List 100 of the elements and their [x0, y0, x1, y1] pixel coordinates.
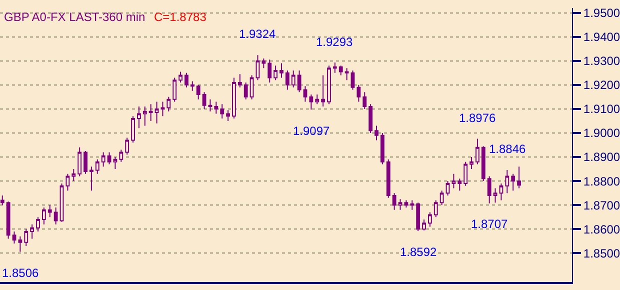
candlestick	[137, 106, 141, 129]
candlestick	[166, 96, 171, 112]
candlestick	[125, 137, 130, 156]
candlestick	[404, 200, 408, 208]
candlestick	[434, 200, 438, 218]
y-tick-label: 1.8600	[583, 222, 620, 236]
y-tick-label: 1.8900	[583, 150, 620, 164]
candlestick	[18, 236, 22, 252]
candlestick	[202, 92, 206, 110]
y-tick-label: 1.9400	[583, 30, 620, 44]
annotation: 1.8707	[471, 217, 508, 231]
candlestick	[428, 212, 432, 228]
candlestick	[338, 65, 343, 76]
candlestick	[368, 104, 373, 134]
candlestick	[244, 82, 248, 100]
y-tick-label: 1.9100	[583, 102, 620, 116]
candlestick	[154, 101, 159, 124]
candlestick	[72, 168, 76, 182]
candlestick	[66, 173, 70, 192]
annotation: 1.8846	[489, 142, 526, 156]
candlestick	[95, 158, 100, 174]
candlestick	[6, 200, 10, 240]
annotation: 1.9293	[316, 35, 354, 49]
candlestick	[268, 59, 272, 84]
candlestick	[54, 206, 58, 225]
candlestick	[178, 71, 182, 84]
candlestick	[398, 198, 402, 210]
candlestick	[256, 54, 260, 81]
candlestick	[214, 101, 218, 114]
candlestick	[12, 231, 16, 244]
chart-subtitle: C=1.8783	[154, 10, 207, 24]
candlestick	[386, 158, 390, 198]
candlestick	[208, 98, 212, 112]
candlestick	[107, 152, 112, 165]
candlestick	[30, 224, 34, 240]
candlestick	[487, 176, 492, 204]
candlestick	[309, 94, 314, 110]
candlestick	[190, 80, 194, 92]
candlestick	[196, 84, 200, 100]
candlestick	[410, 200, 414, 210]
candlestick	[119, 149, 124, 162]
candlestick	[131, 116, 135, 144]
candlestick	[84, 150, 88, 174]
annotation: 1.8592	[400, 245, 438, 259]
candlestick	[160, 101, 165, 117]
y-tick-label: 1.9300	[583, 54, 620, 68]
candlestick	[511, 173, 516, 192]
candlestick	[184, 72, 188, 88]
candlestick	[350, 70, 355, 90]
candlestick	[226, 110, 230, 122]
candlestick	[262, 58, 266, 69]
candlestick	[291, 70, 296, 88]
candlestick	[220, 104, 224, 120]
chart-title: GBP A0-FX LAST-360 min	[4, 10, 146, 24]
y-tick-label: 1.8800	[583, 174, 620, 188]
candlestick	[321, 74, 326, 108]
candlestick	[470, 156, 474, 170]
candlestick	[172, 77, 177, 102]
candlestick	[380, 132, 384, 165]
candlestick	[90, 166, 94, 192]
candlestick	[493, 188, 498, 204]
candlestick	[332, 62, 337, 74]
candlestick	[303, 86, 308, 102]
candlestick	[0, 194, 4, 206]
candlestick	[458, 178, 462, 192]
candlestick	[315, 94, 320, 105]
candlestick	[78, 146, 82, 177]
candlestick	[148, 104, 153, 122]
candlestick	[24, 228, 28, 246]
candlestick	[101, 152, 106, 168]
candlestick	[36, 216, 40, 232]
candlestick	[232, 77, 236, 120]
y-tick-label: 1.9000	[583, 126, 620, 140]
y-tick-label: 1.8700	[583, 198, 620, 212]
candlestick	[446, 180, 450, 196]
y-tick-label: 1.9200	[583, 78, 620, 92]
candlestick	[274, 65, 278, 81]
candlestick	[327, 65, 331, 105]
candlestick	[481, 146, 486, 182]
candlestick	[464, 161, 468, 186]
annotation: 1.9097	[293, 124, 330, 138]
candlestick	[392, 192, 396, 210]
candlestick	[285, 70, 290, 90]
candlestick	[452, 173, 456, 189]
candlestick	[517, 166, 521, 189]
candlestick	[476, 138, 480, 165]
candlestick	[250, 74, 254, 100]
annotation: 1.8506	[2, 266, 40, 280]
candlestick	[280, 62, 284, 78]
annotation: 1.8976	[459, 111, 496, 125]
candlestick	[238, 74, 242, 88]
candlestick	[113, 156, 118, 170]
candlestick	[499, 182, 504, 201]
candlestick	[422, 219, 426, 231]
candlestick	[297, 70, 302, 93]
candlestick	[440, 190, 444, 206]
annotation: 1.9324	[239, 27, 276, 41]
y-tick-label: 1.8500	[583, 246, 620, 260]
candlestick	[142, 106, 147, 126]
y-tick-label: 1.9500	[583, 6, 620, 20]
